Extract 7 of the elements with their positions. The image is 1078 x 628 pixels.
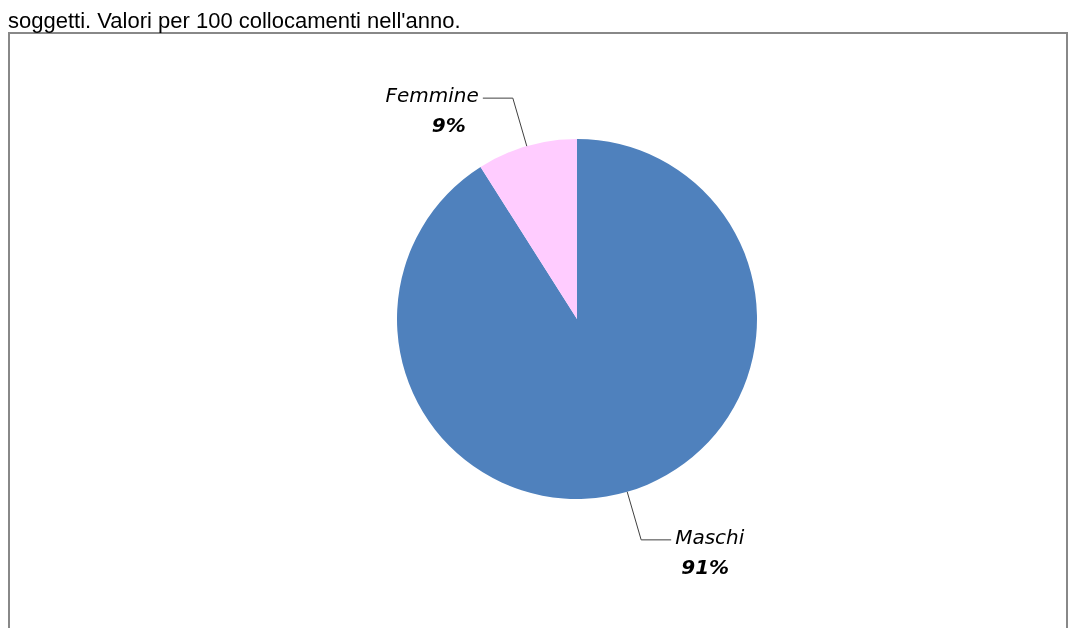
chart-title: soggetti. Valori per 100 collocamenti nell'anno. bbox=[8, 8, 462, 34]
pie-slice bbox=[397, 139, 757, 499]
data-label: 91% bbox=[681, 554, 730, 579]
pie-slice bbox=[480, 139, 577, 319]
slice-label: Femmine bbox=[385, 83, 479, 108]
data-label: 9% bbox=[431, 113, 466, 138]
slice-label: Maschi bbox=[675, 524, 745, 549]
